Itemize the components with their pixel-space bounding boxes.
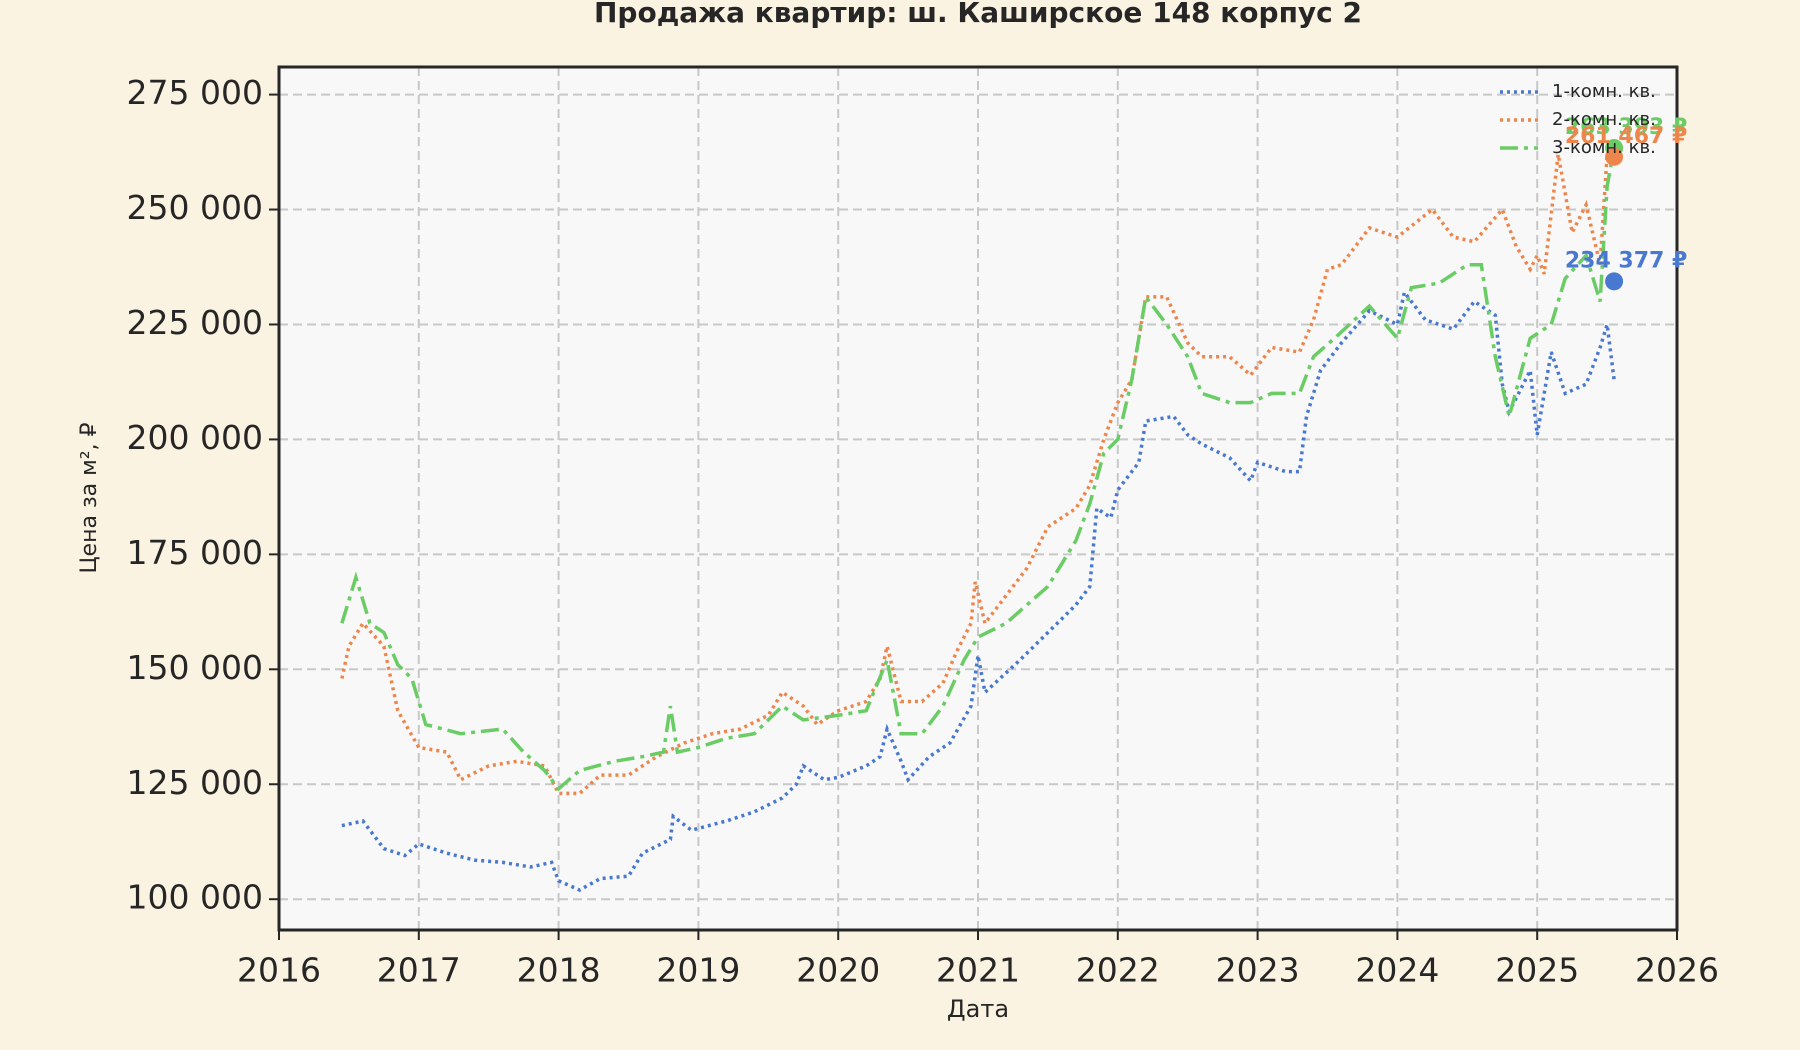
end-label: 263 393 ₽ [1565,115,1687,140]
end-label: 234 377 ₽ [1565,248,1687,273]
y-tick-label: 250 000 [127,188,263,227]
y-tick-label: 275 000 [127,73,263,112]
x-tick-label: 2026 [1635,951,1719,990]
x-tick-label: 2020 [796,951,880,990]
series-line [340,147,1616,792]
series-line [341,288,1616,892]
y-tick-label: 150 000 [127,648,263,687]
y-axis-label: Цена за м², ₽ [77,422,102,573]
y-tick-label: 200 000 [127,418,263,457]
legend-label: 1-комн. кв. [1552,81,1656,102]
end-point [1605,272,1624,291]
x-tick-label: 2017 [377,951,461,990]
end-label: 261 467 ₽ [1565,124,1687,149]
end-point [1605,147,1624,166]
x-tick-label: 2019 [656,951,740,990]
x-tick-label: 2024 [1355,951,1439,990]
legend-label: 2-комн. кв. [1552,109,1656,130]
legend-label: 3-комн. кв. [1552,137,1656,158]
plot-frame [277,65,1679,932]
y-tick-label: 175 000 [127,533,263,572]
series-line [340,152,1615,796]
x-tick-label: 2018 [517,951,601,990]
chart-title: Продажа квартир: ш. Каширское 148 корпус… [594,0,1362,29]
y-tick-label: 100 000 [127,878,263,917]
x-tick-label: 2021 [936,951,1020,990]
x-tick-label: 2025 [1495,951,1579,990]
x-axis-label: Дата [947,995,1009,1023]
x-tick-label: 2016 [237,951,321,990]
x-tick-label: 2022 [1076,951,1160,990]
y-tick-label: 125 000 [127,763,263,802]
x-tick-label: 2023 [1216,951,1300,990]
y-tick-label: 225 000 [127,303,263,342]
